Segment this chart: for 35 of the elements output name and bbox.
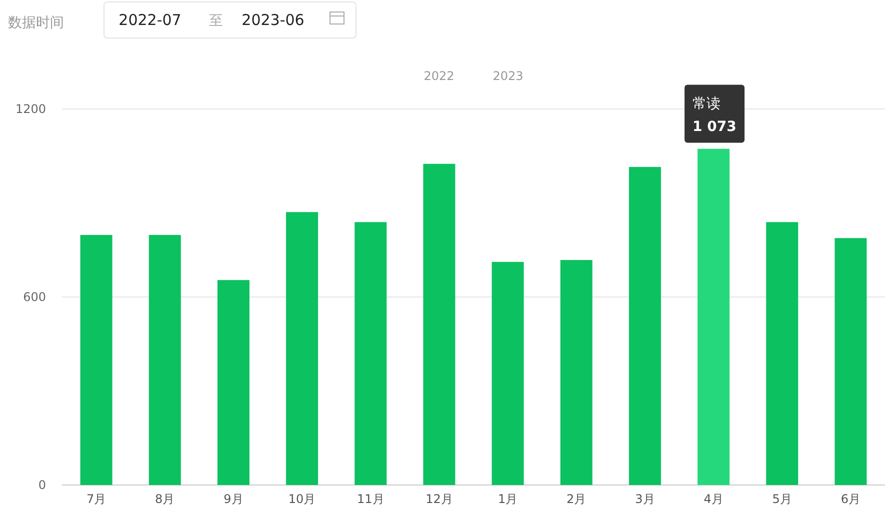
- data-label: 1 073: [692, 118, 736, 135]
- bar: [217, 280, 250, 485]
- x-tick-label: 2月: [566, 492, 586, 506]
- x-tick-label: 5月: [772, 492, 792, 506]
- bar: [628, 166, 661, 485]
- bar: [80, 234, 112, 485]
- x-tick-label: 11月: [356, 492, 384, 506]
- text: 2022-07: [118, 11, 182, 29]
- x-tick-label: 1月: [498, 492, 518, 506]
- y-tick-label: 600: [23, 290, 46, 304]
- x-tick-label: 12月: [426, 492, 453, 506]
- bar: [354, 222, 387, 485]
- bar: [148, 234, 181, 485]
- text: 数据时间: [8, 15, 64, 31]
- text: 至: [209, 13, 223, 29]
- bar: [766, 222, 798, 485]
- x-tick-label: 8月: [155, 492, 175, 506]
- text: 2022: [424, 69, 454, 83]
- x-tick-label: 10月: [288, 492, 316, 506]
- bar: [560, 260, 592, 485]
- x-tick-label: 4月: [704, 492, 724, 506]
- y-tick-label: 0: [38, 478, 46, 492]
- x-tick-label: 3月: [635, 492, 655, 506]
- text: 2023: [492, 69, 524, 83]
- bar: [834, 238, 867, 485]
- bar: [423, 164, 456, 485]
- text: 2023-06: [242, 11, 304, 29]
- bar: [286, 212, 318, 485]
- x-tick-label: 7月: [86, 492, 106, 506]
- annotation: 常读: [692, 96, 721, 112]
- y-tick-label: 1200: [15, 102, 46, 116]
- x-tick-label: 9月: [224, 492, 244, 506]
- x-tick-label: 6月: [840, 492, 861, 506]
- bar: [698, 148, 730, 485]
- bar: [492, 262, 524, 485]
